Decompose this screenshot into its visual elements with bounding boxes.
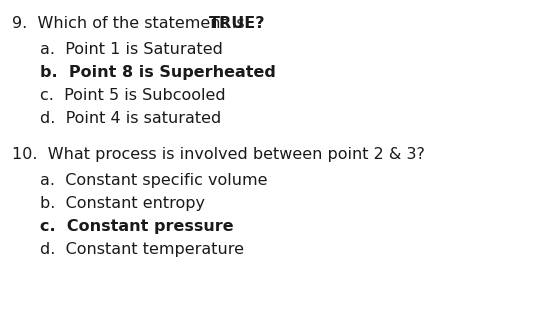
Text: c.  Constant pressure: c. Constant pressure [40, 219, 233, 234]
Text: a.  Constant specific volume: a. Constant specific volume [40, 173, 267, 188]
Text: a.  Point 1 is Saturated: a. Point 1 is Saturated [40, 42, 223, 57]
Text: TRUE?: TRUE? [209, 16, 265, 31]
Text: d.  Constant temperature: d. Constant temperature [40, 242, 244, 257]
Text: 9.  Which of the statement is: 9. Which of the statement is [12, 16, 250, 31]
Text: c.  Point 5 is Subcooled: c. Point 5 is Subcooled [40, 88, 225, 103]
Text: 10.  What process is involved between point 2 & 3?: 10. What process is involved between poi… [12, 147, 425, 162]
Text: d.  Point 4 is saturated: d. Point 4 is saturated [40, 111, 221, 126]
Text: b.  Constant entropy: b. Constant entropy [40, 196, 205, 211]
Text: b.  Point 8 is Superheated: b. Point 8 is Superheated [40, 65, 276, 80]
